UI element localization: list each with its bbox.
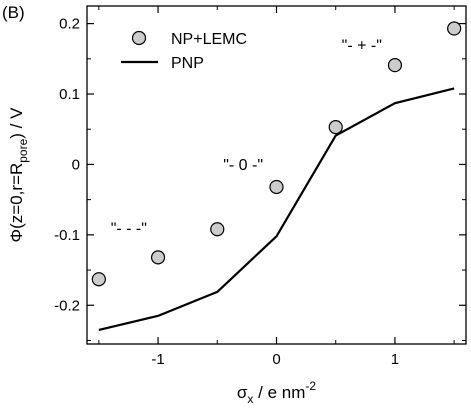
- annotation-label: "- + -": [342, 37, 382, 54]
- panel-label: (B): [2, 3, 25, 22]
- x-axis-label: σx / e nm-2: [237, 379, 316, 406]
- data-point-np-lemc: [150, 250, 166, 265]
- x-axis-label-sup: -2: [305, 379, 316, 393]
- y-tick-label: 0: [72, 156, 80, 173]
- x-tick-label: -1: [151, 351, 164, 368]
- y-tick-label: 0.2: [59, 16, 80, 33]
- plot-frame: [86, 5, 467, 345]
- data-point-np-lemc: [387, 58, 403, 73]
- data-point-np-lemc: [328, 120, 343, 135]
- data-point-np-lemc: [447, 21, 462, 36]
- data-point-np-lemc: [210, 222, 225, 237]
- data-point-np-lemc: [269, 179, 284, 195]
- series-line-pnp: [98, 87, 455, 331]
- annotation-label: "- - -": [111, 220, 147, 237]
- annotation-label: "- 0 -": [223, 157, 263, 174]
- y-tick-label: -0.2: [54, 297, 80, 314]
- legend-label-np-lemc: NP+LEMC: [171, 31, 247, 48]
- x-tick-label: 1: [391, 351, 399, 368]
- x-axis-label-main: σ: [237, 383, 248, 402]
- y-axis-label-sub: pore: [16, 138, 30, 162]
- data-point-np-lemc: [91, 272, 106, 287]
- tick-labels: -1 0 1 -0.2 -0.1 0 0.1 0.2: [54, 16, 399, 368]
- x-tick-label: 0: [272, 351, 280, 368]
- legend-marker-np-lemc: [131, 30, 147, 46]
- axis-ticks: [87, 6, 466, 344]
- legend-label-pnp: PNP: [171, 55, 204, 72]
- series-markers-group: [91, 21, 462, 287]
- series-line-group: [98, 87, 455, 331]
- x-axis-label-rest: / e nm: [253, 383, 305, 402]
- annotations: "- - -" "- 0 -" "- + -": [111, 37, 382, 237]
- y-axis-label-main: Φ(z=0,r=R: [7, 163, 26, 243]
- legend: NP+LEMC PNP: [121, 30, 247, 72]
- x-axis-label-sub: x: [247, 392, 253, 406]
- y-tick-label: 0.1: [59, 86, 80, 103]
- y-axis-label: Φ(z=0,r=Rpore) / V: [7, 107, 30, 243]
- y-axis-label-rest: ) / V: [7, 107, 26, 139]
- y-tick-label: -0.1: [54, 227, 80, 244]
